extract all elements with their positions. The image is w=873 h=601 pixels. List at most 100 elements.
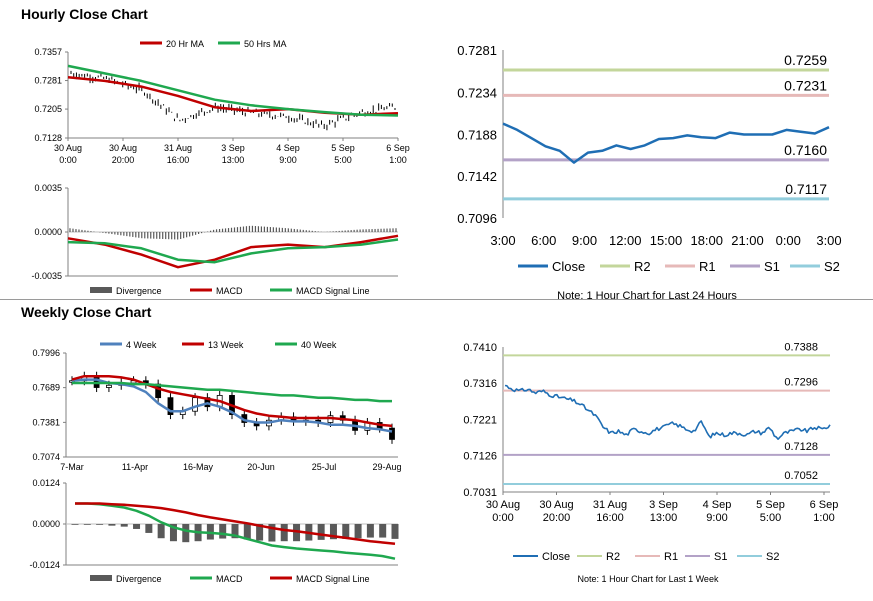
weekly-macd-divergence-bar xyxy=(145,524,153,533)
hourly-24h-xtick-label: 15:00 xyxy=(650,233,683,248)
weekly-macd-divergence-bar xyxy=(366,524,374,538)
hourly-price-xtick-label: 16:00 xyxy=(167,155,190,165)
weekly-1w-xtick-label: 0:00 xyxy=(492,512,513,524)
weekly-macd-divergence-bar xyxy=(391,524,399,539)
hourly-24h-ytick-label: 0.7188 xyxy=(457,127,497,142)
hourly-24h-note: Note: 1 Hour Chart for Last 24 Hours xyxy=(557,290,737,302)
hourly-price-xtick-label: 20:00 xyxy=(112,155,135,165)
hourly-price-ytick-label: 0.7357 xyxy=(34,47,62,57)
hourly-price-xtick-label: 1:00 xyxy=(389,155,407,165)
hourly-section-title: Hourly Close Chart xyxy=(21,6,148,22)
hourly-24h-ytick-label: 0.7096 xyxy=(457,211,497,226)
weekly-macd-divergence-bar xyxy=(243,524,251,540)
hourly-price-ytick-label: 0.7128 xyxy=(34,133,62,143)
hourly-macd-line-macd xyxy=(67,234,399,269)
hourly-24h-xtick-label: 9:00 xyxy=(572,233,597,248)
hourly-24h-xtick-label: 3:00 xyxy=(490,233,515,248)
hourly-24h-legend-r2-label: R2 xyxy=(634,259,651,274)
weekly-macd-divergence-bar xyxy=(354,524,362,539)
weekly-price-xtick-label: 7-Mar xyxy=(60,462,84,472)
weekly-macd-ytick-label: -0.0124 xyxy=(29,560,60,570)
weekly-macd-divergence-bar xyxy=(231,524,239,539)
weekly-section-title: Weekly Close Chart xyxy=(21,304,152,320)
hourly-24h-ytick-label: 0.7142 xyxy=(457,169,497,184)
weekly-price-xtick-label: 29-Aug xyxy=(372,462,401,472)
weekly-price-line-40-week xyxy=(72,381,392,403)
hourly-macd-legend-divergence-label: Divergence xyxy=(116,286,162,296)
weekly-macd-legend-divergence-swatch xyxy=(90,575,112,581)
weekly-macd-divergence-bar xyxy=(133,524,141,529)
hourly-price-legend-50hr-label: 50 Hrs MA xyxy=(244,39,287,49)
weekly-price-xtick-label: 16-May xyxy=(183,462,214,472)
weekly-1w-legend-s2-label: S2 xyxy=(766,551,779,563)
hourly-24h-xtick-label: 21:00 xyxy=(731,233,764,248)
hourly-macd-ytick-label: 0.0000 xyxy=(34,227,62,237)
weekly-macd-divergence-bar xyxy=(293,524,301,542)
weekly-macd-divergence-bar xyxy=(317,524,325,540)
hourly-24h-legend-s2-label: S2 xyxy=(824,259,840,274)
weekly-price-candle-body xyxy=(389,427,395,440)
weekly-1w-xtick-label: 4 Sep xyxy=(703,499,732,511)
weekly-macd-legend-signal-label: MACD Signal Line xyxy=(296,574,370,584)
weekly-macd-divergence-bar xyxy=(96,524,104,525)
hourly-24h-xtick-label: 18:00 xyxy=(690,233,723,248)
weekly-macd-line-macd xyxy=(75,502,396,560)
hourly-24h-legend-s1-label: S1 xyxy=(764,259,780,274)
weekly-1w-legend-r2-label: R2 xyxy=(606,551,620,563)
hourly-price-xtick-label: 5 Sep xyxy=(331,143,355,153)
weekly-macd-divergence-bar xyxy=(268,524,276,542)
hourly-price-xtick-label: 5:00 xyxy=(334,155,352,165)
hourly-24h-ytick-label: 0.7281 xyxy=(457,43,497,58)
hourly-macd-ytick-label: -0.0035 xyxy=(31,271,62,281)
section-divider xyxy=(0,299,873,300)
hourly-price-line-50-hrs-ma xyxy=(67,64,399,117)
weekly-1w-xtick-label: 5:00 xyxy=(760,512,781,524)
weekly-macd-divergence-bar xyxy=(280,524,288,542)
weekly-1w-level-label-r2: 0.7388 xyxy=(784,341,818,353)
weekly-macd-divergence-bar xyxy=(108,524,116,526)
weekly-1w-legend-s1-label: S1 xyxy=(714,551,727,563)
weekly-1w-xtick-label: 20:00 xyxy=(543,512,571,524)
weekly-price-candle-body xyxy=(106,384,112,388)
weekly-price-legend-40week-label: 40 Week xyxy=(301,340,337,350)
weekly-1w-level-label-s2: 0.7052 xyxy=(784,470,818,482)
hourly-24h-legend-close-label: Close xyxy=(552,259,585,274)
hourly-24h-xtick-label: 3:00 xyxy=(816,233,841,248)
weekly-1w-ytick-label: 0.7221 xyxy=(463,414,497,426)
weekly-price-line-4-week xyxy=(71,378,393,433)
hourly-price-ytick-label: 0.7205 xyxy=(34,104,62,114)
weekly-macd-legend-divergence-label: Divergence xyxy=(116,574,162,584)
weekly-price-legend-4week-label: 4 Week xyxy=(126,340,157,350)
weekly-macd-divergence-bar xyxy=(219,524,227,539)
weekly-1w-level-label-r1: 0.7296 xyxy=(784,377,818,389)
hourly-price-xtick-label: 0:00 xyxy=(59,155,77,165)
hourly-price-xtick-label: 13:00 xyxy=(222,155,245,165)
hourly-price-xtick-label: 6 Sep xyxy=(386,143,410,153)
weekly-macd-line-macd-signal-line xyxy=(75,502,396,546)
weekly-price-ytick-label: 0.7381 xyxy=(32,417,60,427)
hourly-24h-close-line xyxy=(502,122,830,164)
hourly-24h-ytick-label: 0.7234 xyxy=(457,86,497,101)
hourly-24h-xtick-label: 12:00 xyxy=(609,233,642,248)
hourly-macd-legend-macd-label: MACD xyxy=(216,286,243,296)
weekly-price-ytick-label: 0.7996 xyxy=(32,348,60,358)
hourly-price-xtick-label: 31 Aug xyxy=(164,143,192,153)
hourly-price-legend-20hr-label: 20 Hr MA xyxy=(166,39,204,49)
hourly-24h-level-label-r1: 0.7231 xyxy=(784,77,827,93)
hourly-macd-legend-signal-label: MACD Signal Line xyxy=(296,286,370,296)
weekly-price-xtick-label: 11-Apr xyxy=(122,462,148,472)
weekly-1w-xtick-label: 30 Aug xyxy=(539,499,573,511)
weekly-1w-ytick-label: 0.7410 xyxy=(463,342,497,354)
weekly-1w-level-label-s1: 0.7128 xyxy=(784,441,818,453)
weekly-1w-xtick-label: 9:00 xyxy=(706,512,727,524)
weekly-macd-legend-macd-label: MACD xyxy=(216,574,243,584)
hourly-price-line-20-hr-ma xyxy=(67,75,399,116)
weekly-1w-xtick-label: 1:00 xyxy=(813,512,834,524)
weekly-macd-divergence-bar xyxy=(157,524,165,539)
weekly-1w-note: Note: 1 Hour Chart for Last 1 Week xyxy=(578,574,719,584)
hourly-24h-level-label-s2: 0.7117 xyxy=(785,181,827,197)
weekly-price-line-13-week xyxy=(71,374,393,428)
weekly-price-xtick-label: 25-Jul xyxy=(312,462,337,472)
weekly-price-legend-13week-label: 13 Week xyxy=(208,340,244,350)
